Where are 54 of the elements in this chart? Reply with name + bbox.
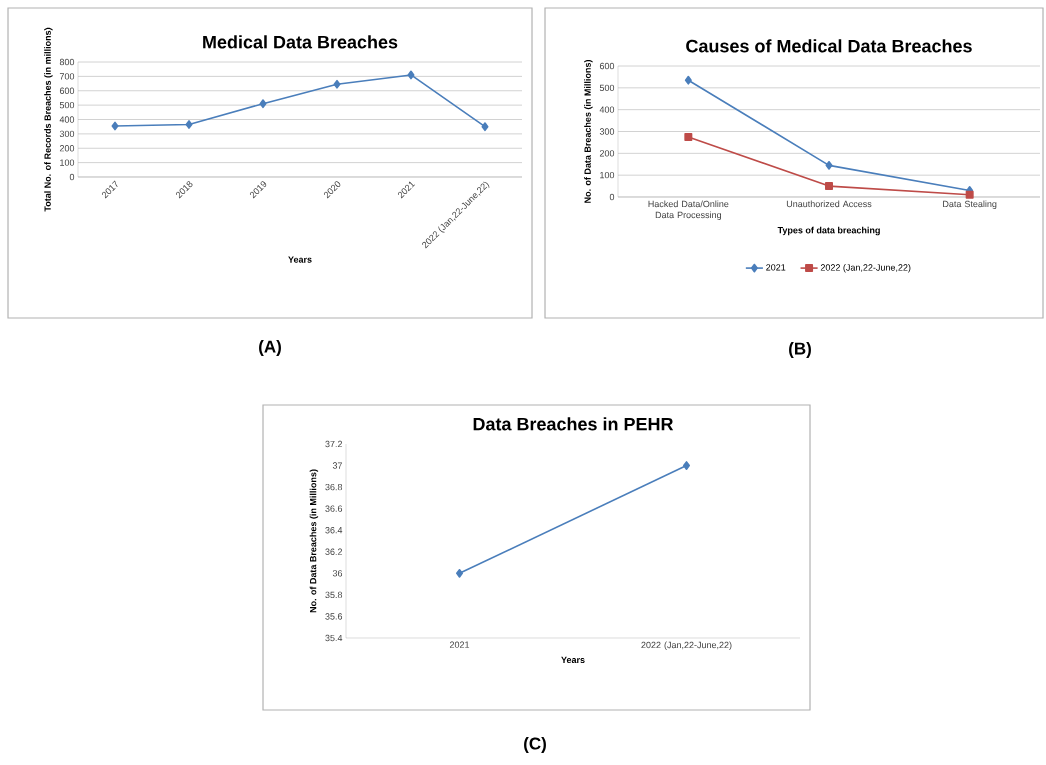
y-tick-label: 36 [332,570,343,577]
y-tick-label: 0 [609,193,615,201]
y-tick-label: 800 [59,58,75,66]
y-tick-label: 36.6 [325,505,343,512]
point [684,132,693,141]
chart-title: Data Breaches in PEHR [473,417,674,431]
x-tick-label: Unauthorized Access [786,200,872,208]
y-axis-title: Total No. of Records Breaches (in millions) [44,27,53,212]
y-tick-label: 300 [599,128,615,135]
text: (C) [524,737,546,753]
x-axis-title: Types of data breaching [777,226,880,236]
chart-title: Medical Data Breaches [203,35,398,49]
y-tick-label: 36.8 [325,483,343,491]
y-tick-label: 35.6 [325,613,343,620]
x-tick-label: Hacked Data/Online Data Processing [648,200,729,220]
point [825,182,834,191]
y-tick-label: 600 [59,87,75,94]
y-tick-label: 37.2 [325,440,343,448]
y-tick-label: 35.4 [325,634,343,642]
y-tick-label: 0 [69,173,75,181]
y-tick-label: 600 [599,62,615,70]
legend-label: 2022 (Jan,22-June,22) [820,264,911,273]
point [185,120,193,129]
x-tick-label: Data Stealing [943,200,997,209]
x-axis-title: Years [288,256,312,263]
y-tick-label: 300 [59,130,75,138]
chart-title: Causes of Medical Data Breaches [686,39,972,53]
y-axis-title: No. of Data Breaches (in Millions) [584,60,593,203]
y-tick-label: 36.2 [325,548,343,555]
y-tick-label: 100 [60,159,75,166]
y-tick-label: 100 [600,171,615,179]
y-tick-label: 37 [332,462,343,469]
y-tick-label: 500 [599,84,615,92]
legend-label: 2021 [766,264,786,271]
y-tick-label: 36.4 [325,527,343,534]
point [825,160,833,170]
y-tick-label: 400 [599,106,615,113]
y-tick-label: 500 [59,101,75,109]
y-tick-label: 35.8 [325,591,343,599]
point [333,79,341,89]
point [111,121,119,131]
point [684,75,692,85]
y-tick-label: 200 [59,145,75,152]
y-axis-title: No. of Data Breaches (in Millions) [309,469,319,613]
point [259,99,267,109]
point [481,122,489,132]
y-tick-label: 200 [599,150,615,157]
x-axis-title: Years [561,656,585,664]
point [407,70,415,80]
point [965,190,974,199]
y-tick-label: 700 [59,73,75,80]
text: (A) [259,340,281,356]
text: (B) [789,342,811,358]
y-tick-label: 400 [59,116,75,123]
